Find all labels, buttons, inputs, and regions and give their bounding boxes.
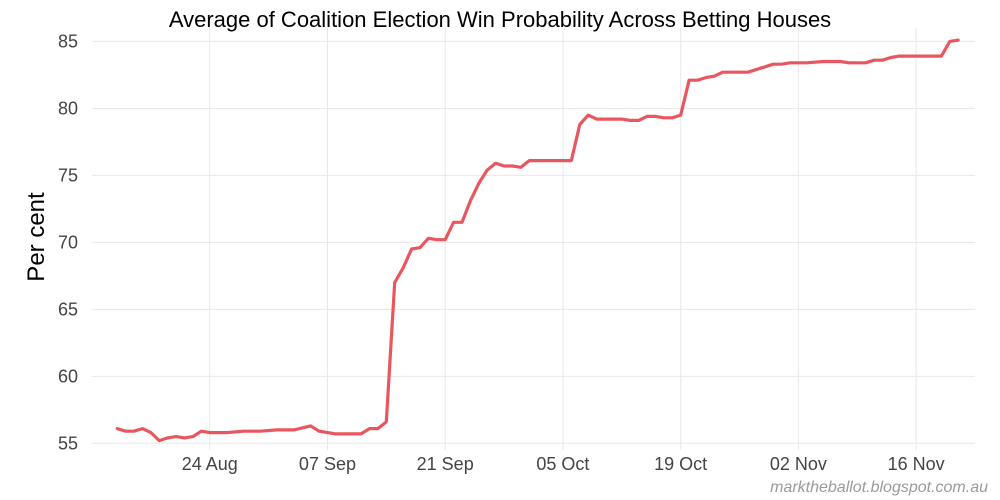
y-tick-label: 85 [58, 31, 78, 51]
y-tick-label: 55 [58, 433, 78, 453]
x-tick-label: 07 Sep [299, 454, 356, 474]
x-axis-ticks: 24 Aug 07 Sep 21 Sep 05 Oct 19 Oct 02 Nov 16 N… [182, 454, 945, 474]
y-tick-label: 65 [58, 299, 78, 319]
x-tick-label: 24 Aug [182, 454, 238, 474]
y-tick-label: 75 [58, 165, 78, 185]
series-layer [115, 38, 960, 443]
x-tick-label: 05 Oct [536, 454, 589, 474]
y-tick-label: 70 [58, 232, 78, 252]
y-tick-label: 80 [58, 98, 78, 118]
credit-text: marktheballot.blogspot.com.au [770, 479, 988, 496]
x-tick-label: 21 Sep [417, 454, 474, 474]
y-axis-label: Per cent [23, 192, 50, 282]
chart-title: Average of Coalition Election Win Probab… [169, 7, 831, 32]
series-line [115, 38, 960, 443]
y-tick-label: 60 [58, 366, 78, 386]
grid-lines [92, 28, 975, 450]
y-axis-ticks: 55 60 65 70 75 80 85 [58, 31, 78, 453]
x-tick-label: 02 Nov [770, 454, 827, 474]
x-tick-label: 16 Nov [888, 454, 945, 474]
x-tick-label: 19 Oct [654, 454, 707, 474]
